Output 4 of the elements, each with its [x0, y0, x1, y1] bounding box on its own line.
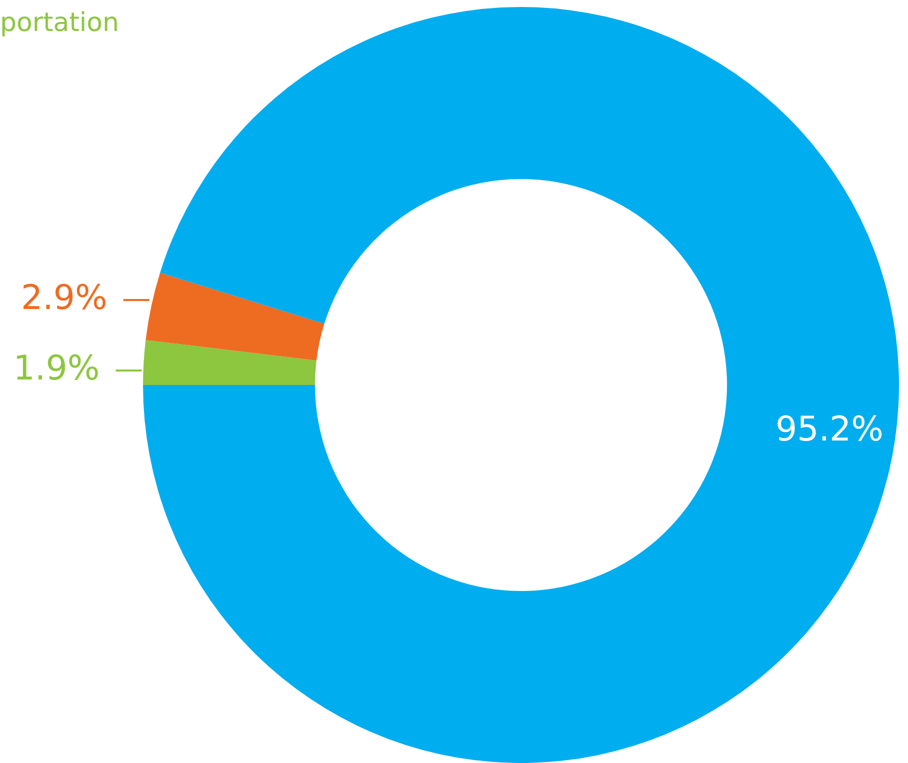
- data-label: 2.9%: [20, 278, 108, 318]
- data-label: 1.9%: [13, 348, 100, 388]
- text: portation: [0, 8, 120, 38]
- data-label: 95.2%: [775, 410, 884, 450]
